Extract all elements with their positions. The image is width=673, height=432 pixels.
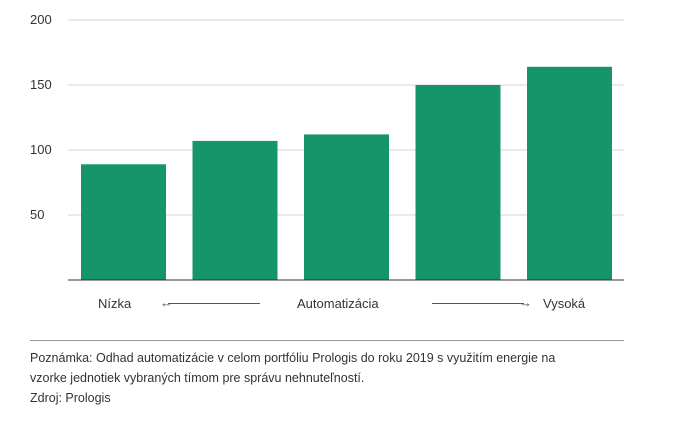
source-line: Zdroj: Prologis [30,391,111,405]
note-line-2: vzorke jednotiek vybraných tímom pre spr… [30,371,365,385]
arrow-left-icon: ← [160,295,173,310]
y-tick-label: 150 [30,77,52,92]
x-axis-high-label: Vysoká [543,296,586,311]
y-tick-label: 100 [30,142,52,157]
x-axis-title: Automatizácia [297,296,379,311]
y-tick-label: 200 [30,12,52,27]
bar-1 [81,164,166,280]
x-axis-low-label: Nízka [98,296,132,311]
bar-2 [192,140,278,280]
chart-note: Poznámka: Odhad automatizácie v celom po… [30,348,630,408]
bars [81,66,612,280]
arrow-left-line [168,303,260,304]
bar-4 [415,85,501,280]
bar-5 [527,66,612,280]
bar-chart: 50 100 150 200 [30,12,624,281]
arrow-right-icon: → [519,295,532,310]
note-line-1: Poznámka: Odhad automatizácie v celom po… [30,351,556,365]
bar-3 [304,134,389,280]
arrow-right-line [432,303,524,304]
divider [30,340,624,341]
y-tick-label: 50 [30,207,44,222]
y-axis-ticks: 50 100 150 200 [30,12,52,222]
